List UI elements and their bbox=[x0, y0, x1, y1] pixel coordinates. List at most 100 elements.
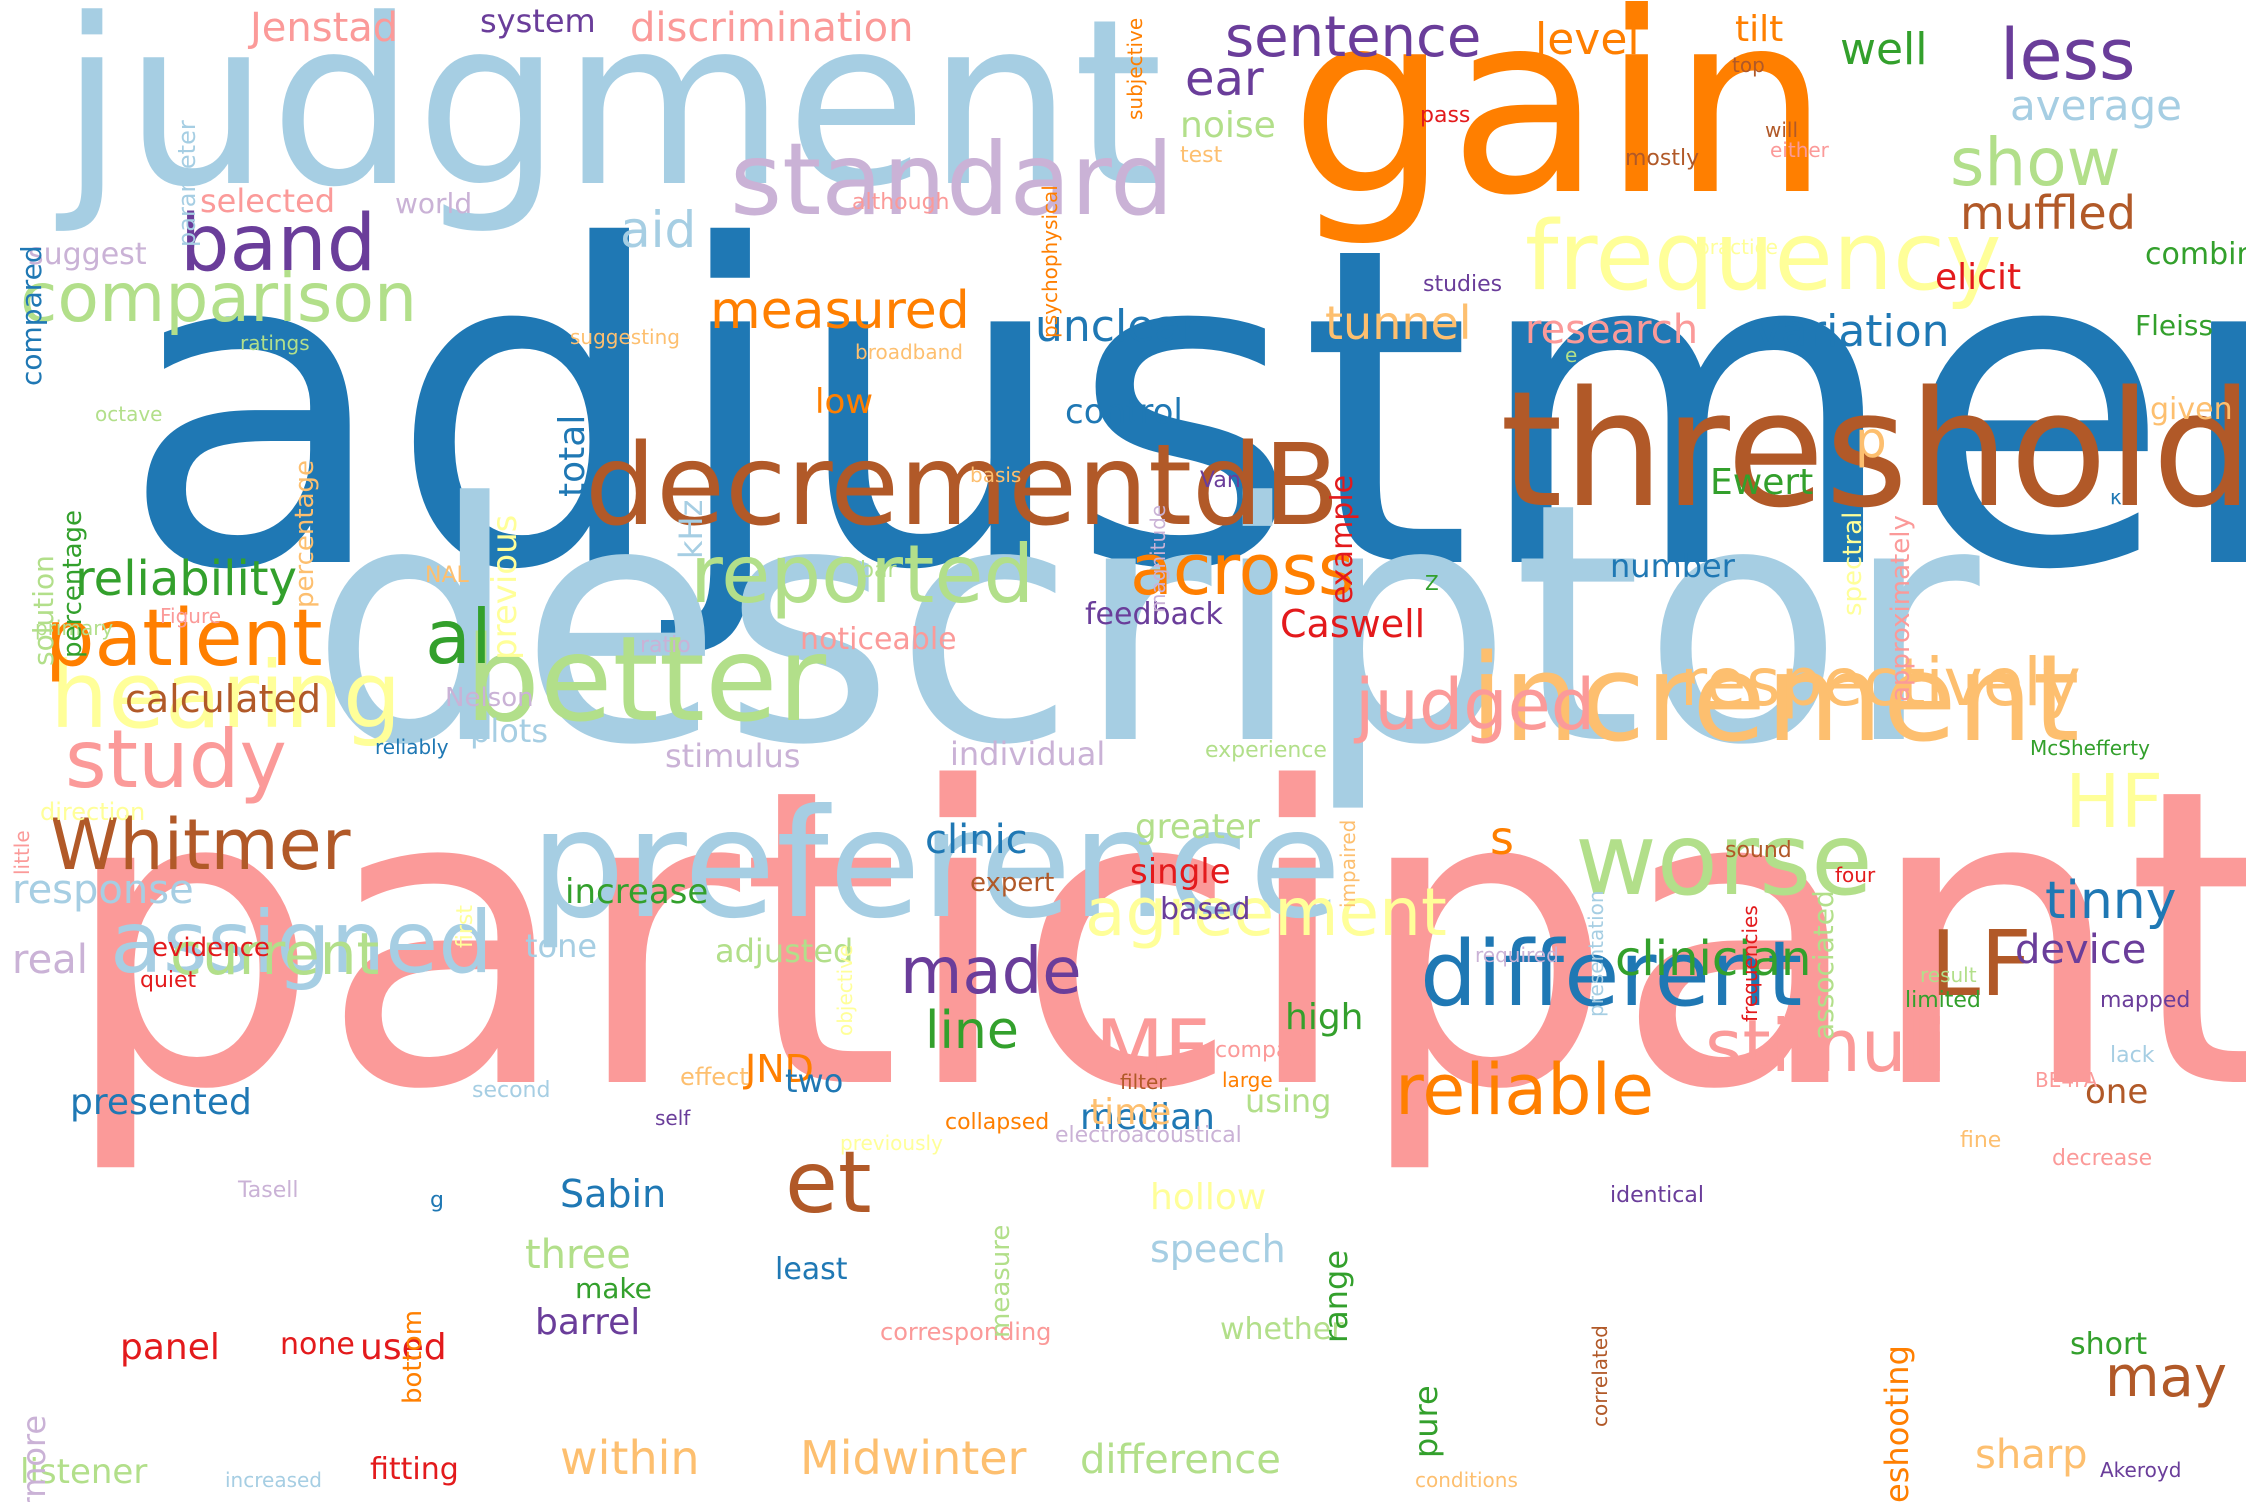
cloud-word: used bbox=[360, 1327, 447, 1368]
cloud-word: ratio bbox=[640, 633, 691, 658]
cloud-word: pass bbox=[1420, 103, 1471, 128]
cloud-word: assigned bbox=[110, 893, 493, 993]
cloud-word: number bbox=[1610, 547, 1735, 585]
cloud-word: Sabin bbox=[560, 1172, 667, 1216]
cloud-word: adjusted bbox=[715, 932, 854, 970]
cloud-word: p bbox=[1855, 411, 1887, 469]
cloud-word: different bbox=[1420, 922, 1803, 1027]
cloud-word: primary bbox=[35, 616, 114, 640]
cloud-word: across bbox=[1130, 529, 1355, 611]
cloud-word: although bbox=[852, 190, 950, 215]
cloud-word: JND bbox=[745, 1047, 814, 1091]
cloud-word: tinny bbox=[2045, 871, 2177, 931]
cloud-word: et bbox=[785, 1133, 872, 1233]
cloud-word: identical bbox=[1610, 1183, 1704, 1208]
cloud-word: median bbox=[1080, 1097, 1215, 1138]
cloud-word: calculated bbox=[125, 677, 321, 721]
cloud-word: Fleiss bbox=[2135, 309, 2214, 342]
cloud-word: Jenstad bbox=[250, 5, 399, 51]
cloud-word: three bbox=[525, 1232, 631, 1278]
cloud-word: patient bbox=[45, 594, 323, 684]
cloud-word: panel bbox=[120, 1327, 220, 1368]
cloud-word: none bbox=[280, 1327, 355, 1362]
cloud-word: combinations bbox=[2145, 237, 2246, 272]
cloud-word: Whitmer bbox=[50, 804, 351, 886]
cloud-word: sentence bbox=[1225, 5, 1482, 70]
cloud-word: Z bbox=[1425, 571, 1439, 595]
cloud-word: LF bbox=[1930, 912, 2032, 1017]
cloud-word: well bbox=[1840, 24, 1928, 75]
cloud-word: studies bbox=[1423, 272, 1503, 297]
cloud-word: control bbox=[1065, 392, 1183, 432]
cloud-word: NAL bbox=[425, 563, 469, 588]
cloud-word: device bbox=[2015, 927, 2147, 973]
cloud-word: mostly bbox=[1625, 146, 1700, 171]
cloud-word: better bbox=[465, 610, 827, 748]
cloud-word: make bbox=[575, 1272, 652, 1305]
cloud-word: average bbox=[2010, 81, 2182, 130]
cloud-word: Nelson bbox=[445, 683, 534, 713]
cloud-word: less bbox=[2000, 14, 2136, 96]
cloud-word: approximately bbox=[1886, 515, 1916, 702]
cloud-word: measured bbox=[710, 281, 970, 341]
cloud-word: Figure bbox=[160, 604, 222, 628]
cloud-word: preference bbox=[530, 778, 1342, 952]
cloud-word: respectively bbox=[1680, 644, 2081, 721]
cloud-word: level bbox=[1535, 14, 1640, 65]
cloud-word: either bbox=[1770, 138, 1829, 162]
cloud-word: muffled bbox=[1960, 186, 2136, 240]
cloud-word: ear bbox=[1185, 51, 1264, 107]
cloud-word: mapped bbox=[2100, 988, 2191, 1013]
cloud-word: fine bbox=[1960, 1128, 2002, 1153]
cloud-word: least bbox=[775, 1252, 848, 1287]
cloud-word: g bbox=[430, 1188, 444, 1213]
cloud-word: impaired bbox=[1336, 819, 1360, 908]
cloud-word: increase bbox=[565, 872, 709, 912]
cloud-word: HF bbox=[2065, 759, 2164, 845]
cloud-word: reliable bbox=[1395, 1049, 1655, 1131]
cloud-word: little bbox=[10, 830, 34, 875]
cloud-word: response bbox=[12, 867, 194, 913]
cloud-word: variation bbox=[1755, 306, 1950, 357]
cloud-word: speech bbox=[1150, 1227, 1286, 1271]
cloud-word: expert bbox=[970, 868, 1055, 898]
cloud-word: plots bbox=[470, 712, 548, 750]
cloud-word: listener bbox=[20, 1452, 148, 1492]
cloud-word: Midwinter bbox=[800, 1431, 1027, 1485]
cloud-word: standard bbox=[730, 121, 1174, 238]
cloud-word: sound bbox=[1725, 838, 1792, 863]
cloud-word: two bbox=[785, 1062, 844, 1100]
cloud-word: feedback bbox=[1085, 597, 1223, 632]
cloud-word: corresponding bbox=[880, 1318, 1052, 1346]
cloud-word: given bbox=[2150, 392, 2233, 427]
cloud-word: octave bbox=[95, 402, 163, 426]
cloud-word: descriptor bbox=[310, 433, 1980, 817]
cloud-word: tone bbox=[525, 927, 598, 965]
cloud-word: decrementdB bbox=[585, 421, 1340, 551]
cloud-word: single bbox=[1130, 852, 1231, 892]
cloud-word: aid bbox=[620, 201, 697, 259]
cloud-word: troubleshooting bbox=[1878, 1345, 1916, 1502]
cloud-word: bar bbox=[860, 558, 897, 583]
cloud-word: reliably bbox=[375, 735, 449, 759]
cloud-word: Van bbox=[1200, 468, 1241, 493]
cloud-word: suggesting bbox=[570, 325, 680, 349]
cloud-word: short bbox=[2070, 1327, 2148, 1362]
cloud-word: noticeable bbox=[800, 622, 957, 657]
cloud-word: adjustment bbox=[120, 154, 2246, 666]
cloud-word: s bbox=[1490, 811, 1514, 865]
cloud-word: MF bbox=[1095, 1003, 1211, 1096]
cloud-word: four bbox=[1835, 863, 1876, 887]
cloud-word: total bbox=[552, 414, 593, 497]
cloud-word: previously bbox=[840, 1131, 943, 1155]
cloud-word: self bbox=[655, 1106, 691, 1130]
cloud-word: tunnel bbox=[1325, 296, 1472, 350]
cloud-word: made bbox=[900, 935, 1082, 1009]
cloud-word: result bbox=[1920, 963, 1977, 987]
cloud-word: bottom bbox=[398, 1309, 428, 1404]
cloud-word: clinician bbox=[1615, 931, 1812, 987]
cloud-word: magnitude bbox=[1146, 504, 1170, 613]
cloud-word: system bbox=[480, 2, 596, 40]
cloud-word: spectral bbox=[1838, 511, 1868, 616]
cloud-word: tilt bbox=[1735, 9, 1784, 50]
